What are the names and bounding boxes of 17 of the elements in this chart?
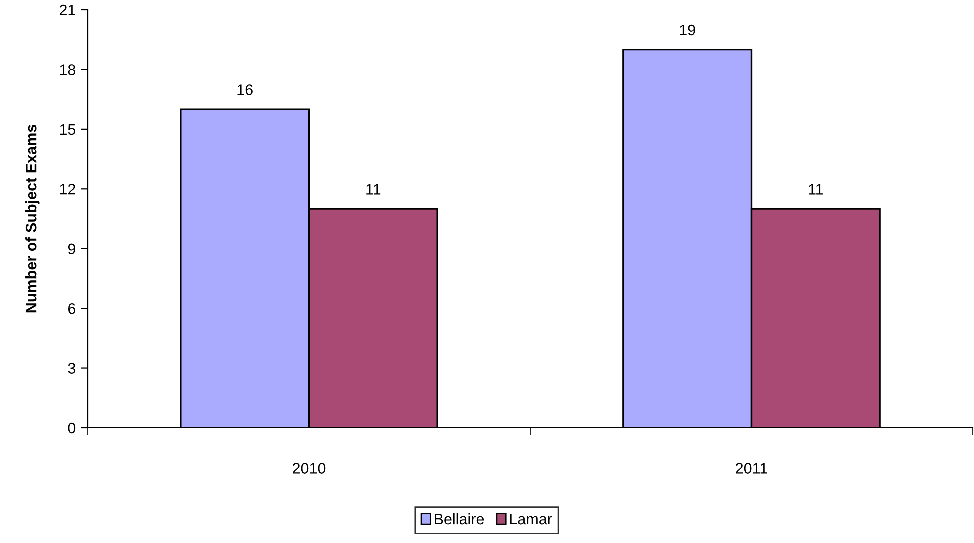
y-tick-label: 21: [60, 4, 76, 16]
x-tick-label: 2010: [293, 463, 326, 474]
x-tick-label: 2011: [736, 463, 768, 474]
y-tick-label: 3: [68, 363, 76, 374]
data-label: 11: [809, 184, 824, 195]
data-label: 11: [366, 184, 381, 195]
y-tick-label: 9: [68, 244, 76, 255]
data-label: 16: [238, 84, 253, 96]
y-axis-title: Number of Subject Exams: [26, 124, 40, 313]
legend-label: Lamar: [510, 514, 552, 525]
y-tick-label: 6: [68, 303, 76, 314]
y-tick-label: 15: [60, 124, 76, 136]
data-label: 19: [680, 24, 696, 36]
y-tick-label: 12: [60, 184, 76, 195]
y-tick-label: 18: [60, 64, 76, 76]
legend-label: Bellaire: [435, 513, 484, 525]
y-tick-label: 0: [68, 422, 76, 434]
